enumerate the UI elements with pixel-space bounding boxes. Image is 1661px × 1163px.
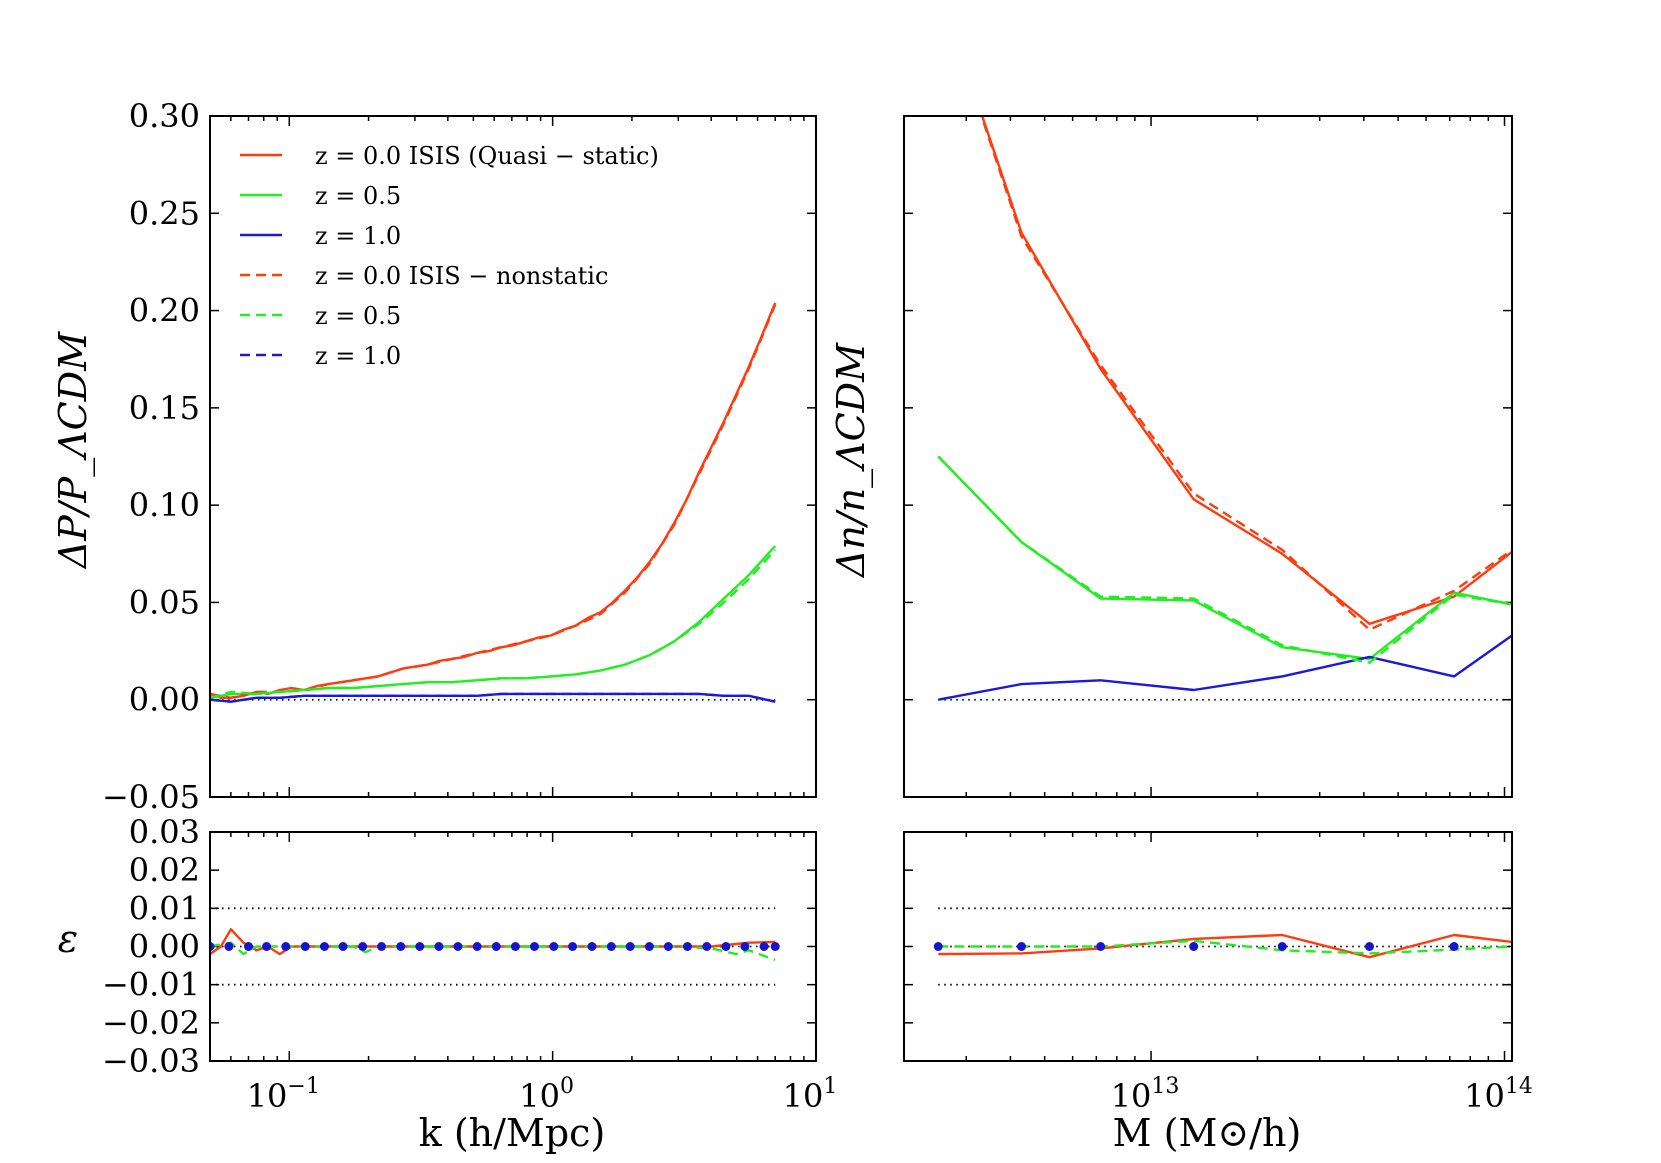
data-point: [721, 942, 731, 951]
data-point: [281, 942, 291, 951]
data-point: [262, 942, 272, 951]
series-line: [210, 549, 777, 699]
series-line: [210, 928, 776, 956]
data-point: [682, 942, 692, 951]
data-point: [319, 942, 329, 951]
y-tick-label: −0.05: [102, 778, 200, 816]
x-tick-label: 1013: [1111, 1074, 1180, 1115]
y-tick-label: 0.01: [129, 889, 200, 927]
y-tick-label: 0.15: [129, 389, 200, 427]
power-spectrum-panel: 0.30 0.25 0.20 0.15 0.10 0.05 0.00 −0.05: [102, 97, 817, 816]
y-tick-label: 0.05: [129, 583, 200, 621]
data-point: [702, 942, 712, 951]
data-point: [338, 942, 348, 951]
data-point: [1096, 942, 1106, 951]
series-line: [980, 116, 1512, 625]
data-point: [224, 942, 234, 951]
series-line: [210, 302, 777, 699]
data-point: [529, 942, 539, 951]
data-point: [491, 942, 501, 951]
data-point: [933, 942, 943, 951]
axes-frame: [903, 115, 1513, 798]
data-point: [740, 942, 750, 951]
residual-y-label: ε: [58, 917, 78, 961]
y-tick-label: 0.20: [129, 292, 200, 330]
data-point: [770, 942, 780, 951]
series-line: [938, 634, 1512, 701]
legend-label: z = 0.0 ISIS (Quasi − static): [315, 142, 659, 170]
series-line: [210, 545, 777, 699]
data-point: [587, 942, 597, 951]
power-x-label: k (h/Mpc): [419, 1111, 606, 1155]
y-tick-label: 0.30: [129, 97, 200, 135]
data-point: [644, 942, 654, 951]
data-point: [625, 942, 635, 951]
axes-frame: [209, 831, 817, 1062]
y-tick-label: −0.03: [102, 1042, 200, 1080]
series-line: [937, 455, 1512, 661]
data-point: [210, 942, 215, 951]
axes-frame: [209, 115, 817, 798]
data-point: [663, 942, 673, 951]
data-point: [1365, 942, 1375, 951]
y-tick-label: 0.25: [129, 194, 200, 232]
data-point: [453, 942, 463, 951]
x-tick-label: 101: [783, 1074, 838, 1115]
data-point: [472, 942, 482, 951]
legend: z = 0.0 ISIS (Quasi − static) z = 0.5 z = …: [240, 142, 659, 370]
data-point: [1189, 942, 1199, 951]
series-line: [937, 455, 1512, 664]
data-point: [243, 942, 253, 951]
data-point: [1277, 942, 1287, 951]
y-tick-label: 0.00: [129, 681, 200, 719]
data-point: [1017, 942, 1027, 951]
power-residual-panel: 0.030.020.010.00−0.01−0.02−0.03 10−1 100 10…: [102, 813, 837, 1115]
series-line: [210, 692, 776, 703]
data-point: [510, 942, 520, 951]
x-tick-label: 100: [519, 1074, 574, 1115]
data-point: [377, 942, 387, 951]
x-tick-label: 10−1: [247, 1074, 320, 1115]
axes-frame: [903, 831, 1513, 1062]
series-line: [210, 304, 777, 699]
y-tick-label: 0.00: [129, 928, 200, 966]
y-tick-label: 0.02: [129, 851, 200, 889]
data-point: [606, 942, 616, 951]
legend-label: z = 0.0 ISIS − nonstatic: [315, 262, 608, 290]
data-point: [415, 942, 425, 951]
series-line: [938, 939, 1512, 955]
massfunction-x-label: M (M⊙/h): [1113, 1111, 1302, 1155]
data-point: [300, 942, 310, 951]
data-point: [396, 942, 406, 951]
y-tick-label: 0.03: [129, 813, 200, 851]
x-tick-label: 1014: [1464, 1074, 1533, 1115]
y-tick-label: −0.01: [102, 966, 200, 1004]
legend-label: z = 1.0: [315, 222, 401, 250]
data-point: [568, 942, 578, 951]
legend-label: z = 0.5: [315, 302, 401, 330]
data-point: [759, 942, 769, 951]
series-line: [938, 933, 1512, 959]
data-point: [1449, 942, 1459, 951]
data-point: [358, 942, 368, 951]
series-line: [980, 116, 1512, 631]
massfunction-y-label: Δn/n_ΛCDM: [829, 342, 874, 579]
mass-function-panel: [903, 115, 1513, 798]
y-tick-label: 0.10: [129, 486, 200, 524]
legend-label: z = 1.0: [315, 342, 401, 370]
mass-function-residual-panel: 1013 1014: [903, 831, 1533, 1115]
legend-label: z = 0.5: [315, 182, 401, 210]
y-tick-label: −0.02: [102, 1004, 200, 1042]
data-point: [434, 942, 444, 951]
data-point: [549, 942, 559, 951]
power-y-label: ΔP/P_ΛCDM: [51, 331, 96, 570]
